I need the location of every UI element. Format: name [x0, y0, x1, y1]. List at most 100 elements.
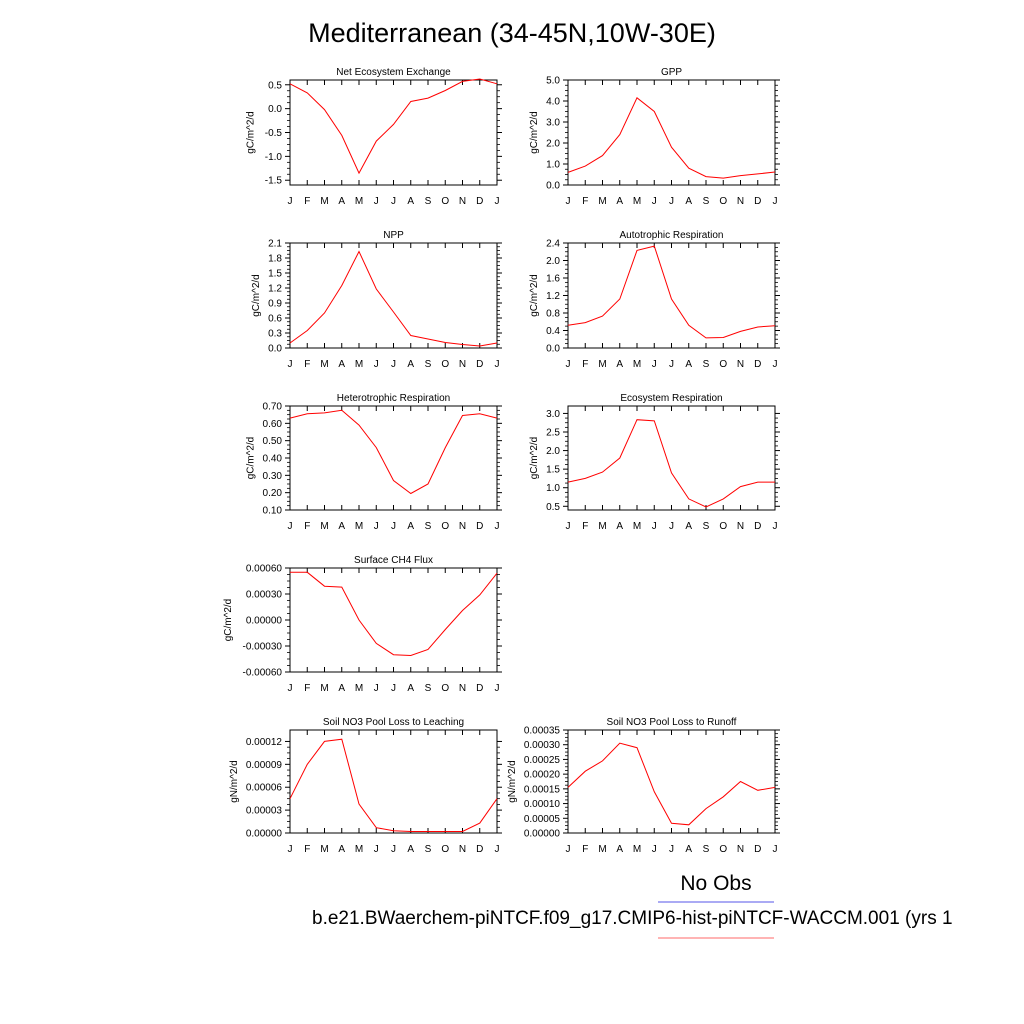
panel-4-ytick-label: 0.8: [546, 309, 560, 320]
panel-1-xtick-label: M: [355, 196, 363, 207]
panel-8-xtick-label: O: [441, 844, 449, 855]
panel-1-ytick-label: -0.5: [265, 128, 283, 139]
panel-9-ytick-label: 0.00015: [524, 784, 561, 795]
panel-1-xtick-label: D: [476, 196, 483, 207]
panel-9-xtick-label: J: [566, 844, 571, 855]
panel-7-xtick-label: O: [441, 683, 449, 694]
panel-4-ytick-label: 2.4: [546, 239, 560, 250]
panel-3-ytick-label: 0.0: [268, 344, 282, 355]
panel-3-xtick-label: N: [459, 359, 466, 370]
panel-1-ytick-label: -1.5: [265, 176, 283, 187]
panel-2-xtick-label: D: [754, 196, 761, 207]
panel-2-xtick-label: J: [669, 196, 674, 207]
panel-3-xtick-label: J: [495, 359, 500, 370]
panel-5-series-line: [289, 409, 498, 495]
panel-9-xtick-label: F: [582, 844, 588, 855]
panel-1-xtick-label: F: [304, 196, 310, 207]
panel-9-frame: [567, 729, 776, 834]
page-title: Mediterranean (34-45N,10W-30E): [308, 18, 716, 48]
panel-9-ylabel: gN/m^2/d: [507, 760, 518, 803]
panel-5-xtick-label: M: [320, 521, 328, 532]
panel-7-xtick-label: N: [459, 683, 466, 694]
panel-8-ytick-label: 0.00003: [246, 806, 283, 817]
panel-8-xtick-label: J: [495, 844, 500, 855]
panel-2-frame: [567, 79, 776, 186]
panel-7-series-line: [290, 571, 498, 657]
panel-5-xtick-label: A: [338, 521, 345, 532]
panel-2-xtick-label: O: [719, 196, 727, 207]
panel-2-xtick-label: J: [652, 196, 657, 207]
panel-4-ytick-label: 0.4: [546, 326, 560, 337]
panel-5-ytick-label: 0.20: [263, 488, 283, 499]
panel-1-xtick-label: J: [391, 196, 396, 207]
panel-9-xtick-label: D: [754, 844, 761, 855]
panel-6-xtick-label: A: [616, 521, 623, 532]
panel-4-ytick-label: 2.0: [546, 256, 560, 267]
panel-7-ytick-label: -0.00030: [243, 642, 283, 653]
panel-1-xtick-label: O: [441, 196, 449, 207]
panel-3-xtick-label: M: [320, 359, 328, 370]
panel-2-xtick-label: S: [703, 196, 710, 207]
panel-1-xtick-label: N: [459, 196, 466, 207]
panel-1-ytick-label: 0.0: [268, 104, 282, 115]
panel-6-ylabel: gC/m^2/d: [529, 437, 540, 480]
panel-8-xtick-label: D: [476, 844, 483, 855]
panel-9-xtick-label: O: [719, 844, 727, 855]
panel-7-ytick-label: -0.00060: [243, 668, 283, 679]
legend-case-label: b.e21.BWaerchem-piNTCF.f09_g17.CMIP6-his…: [312, 908, 953, 929]
panel-1-xtick-label: S: [425, 196, 432, 207]
panel-4-ytick-label: 1.2: [546, 291, 560, 302]
panel-2-ytick-label: 5.0: [546, 76, 560, 87]
panel-5-ytick-label: 0.70: [263, 402, 283, 413]
panel-8-xtick-label: A: [407, 844, 414, 855]
panel-3-title: NPP: [383, 230, 404, 241]
panel-7-xtick-label: J: [288, 683, 293, 694]
panel-1-xtick-label: J: [288, 196, 293, 207]
panel-1-xtick-label: A: [407, 196, 414, 207]
panel-5-ytick-label: 0.50: [263, 436, 283, 447]
panel-2-xtick-label: M: [633, 196, 641, 207]
panel-9-xtick-label: N: [737, 844, 744, 855]
panel-3-ytick-label: 0.3: [268, 329, 282, 340]
panel-7-xtick-label: J: [391, 683, 396, 694]
panel-9-ytick-label: 0.00000: [524, 829, 561, 840]
panel-8-ylabel: gN/m^2/d: [229, 760, 240, 803]
panel-8-xtick-label: N: [459, 844, 466, 855]
panel-9-ytick-label: 0.00025: [524, 755, 561, 766]
panel-5-xtick-label: J: [495, 521, 500, 532]
panel-2-xtick-label: M: [598, 196, 606, 207]
panel-4-title: Autotrophic Respiration: [620, 230, 724, 241]
panel-1-ytick-label: 0.5: [268, 80, 282, 91]
panel-8-ytick-label: 0.00006: [246, 783, 283, 794]
panel-2-ylabel: gC/m^2/d: [529, 111, 540, 154]
panel-1-xtick-label: A: [338, 196, 345, 207]
panel-6-xtick-label: M: [633, 521, 641, 532]
panel-9-series-line: [567, 742, 776, 826]
panel-5-xtick-label: S: [425, 521, 432, 532]
panel-3-ytick-label: 1.5: [268, 269, 282, 280]
panel-6-series-line: [567, 419, 775, 508]
panel-6-ytick-label: 3.0: [546, 409, 560, 420]
panel-9-xtick-label: A: [616, 844, 623, 855]
panel-8-xtick-label: A: [338, 844, 345, 855]
panel-6-ytick-label: 1.0: [546, 483, 560, 494]
panel-3-xtick-label: J: [391, 359, 396, 370]
panel-9-title: Soil NO3 Pool Loss to Runoff: [607, 717, 737, 728]
panel-7-title: Surface CH4 Flux: [354, 555, 433, 566]
panel-7-xtick-label: A: [338, 683, 345, 694]
panel-9-xtick-label: J: [669, 844, 674, 855]
panel-8-xtick-label: J: [288, 844, 293, 855]
panel-8-xtick-label: J: [391, 844, 396, 855]
panel-9-xtick-label: S: [703, 844, 710, 855]
panel-5-xtick-label: D: [476, 521, 483, 532]
panel-3-xtick-label: F: [304, 359, 310, 370]
panel-7-xtick-label: M: [320, 683, 328, 694]
panel-3-ylabel: gC/m^2/d: [251, 274, 262, 317]
panel-7-ylabel: gC/m^2/d: [223, 599, 234, 642]
panel-8-title: Soil NO3 Pool Loss to Leaching: [323, 717, 464, 728]
